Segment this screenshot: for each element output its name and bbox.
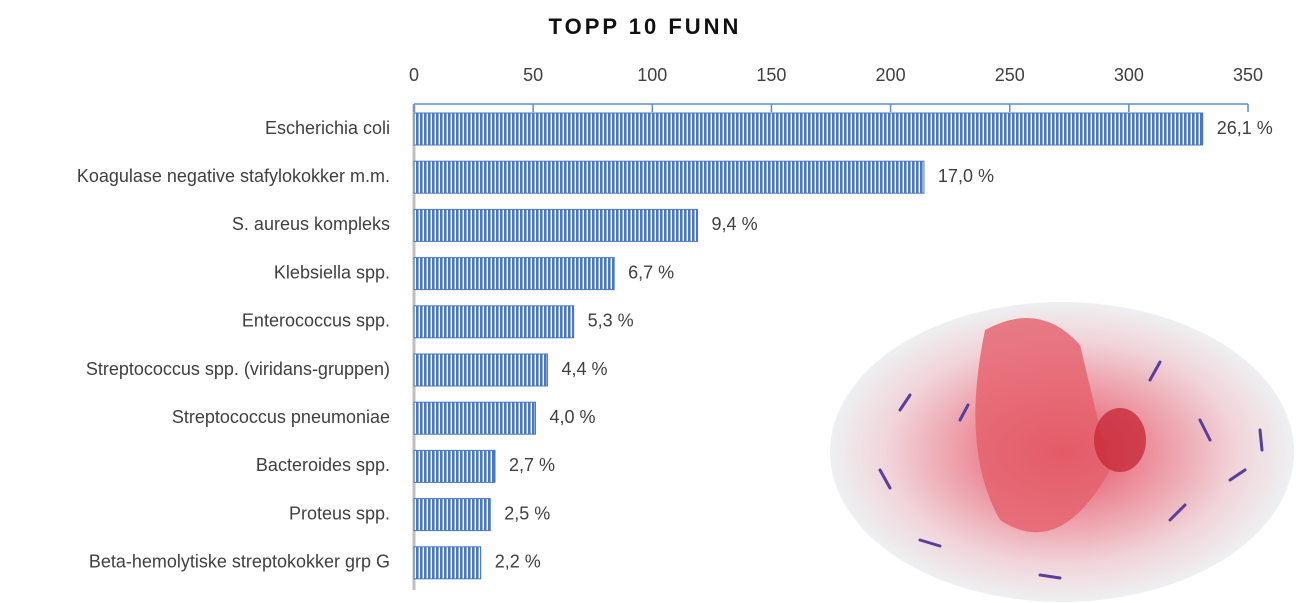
value-label: 9,4 % [712, 214, 758, 234]
value-label: 17,0 % [938, 166, 994, 186]
y-tick-label: Streptococcus pneumoniae [172, 407, 390, 427]
x-tick-label: 200 [876, 65, 906, 85]
x-tick-label: 150 [756, 65, 786, 85]
x-tick-label: 50 [523, 65, 543, 85]
bar [413, 401, 537, 435]
bar [413, 257, 615, 291]
bar [413, 546, 482, 580]
bar [413, 449, 496, 483]
value-label: 2,5 % [504, 503, 550, 523]
bar [413, 160, 925, 194]
x-tick-label: 350 [1233, 65, 1263, 85]
microscope-image [830, 302, 1294, 602]
value-label: 26,1 % [1217, 118, 1273, 138]
bar [413, 353, 548, 387]
y-tick-label: Escherichia coli [265, 118, 390, 138]
y-tick-label: Beta-hemolytiske streptokokker grp G [89, 552, 390, 572]
y-tick-label: Enterococcus spp. [242, 311, 390, 331]
x-tick-label: 100 [637, 65, 667, 85]
y-tick-label: S. aureus kompleks [232, 214, 390, 234]
y-tick-label: Streptococcus spp. (viridans-gruppen) [86, 359, 390, 379]
y-tick-label: Klebsiella spp. [274, 262, 390, 282]
bar [413, 305, 575, 339]
y-tick-label: Proteus spp. [289, 503, 390, 523]
value-label: 2,2 % [495, 552, 541, 572]
value-label: 4,0 % [550, 407, 596, 427]
y-tick-label: Bacteroides spp. [256, 455, 390, 475]
bar [413, 208, 699, 242]
value-label: 2,7 % [509, 455, 555, 475]
x-tick-label: 0 [409, 65, 419, 85]
bar [413, 498, 491, 532]
chart-title: TOPP 10 FUNN [549, 14, 742, 39]
value-label: 5,3 % [588, 311, 634, 331]
x-tick-label: 250 [995, 65, 1025, 85]
y-tick-label: Koagulase negative stafylokokker m.m. [77, 166, 390, 186]
value-label: 6,7 % [628, 262, 674, 282]
x-tick-label: 300 [1114, 65, 1144, 85]
value-label: 4,4 % [561, 359, 607, 379]
bar [413, 112, 1204, 146]
